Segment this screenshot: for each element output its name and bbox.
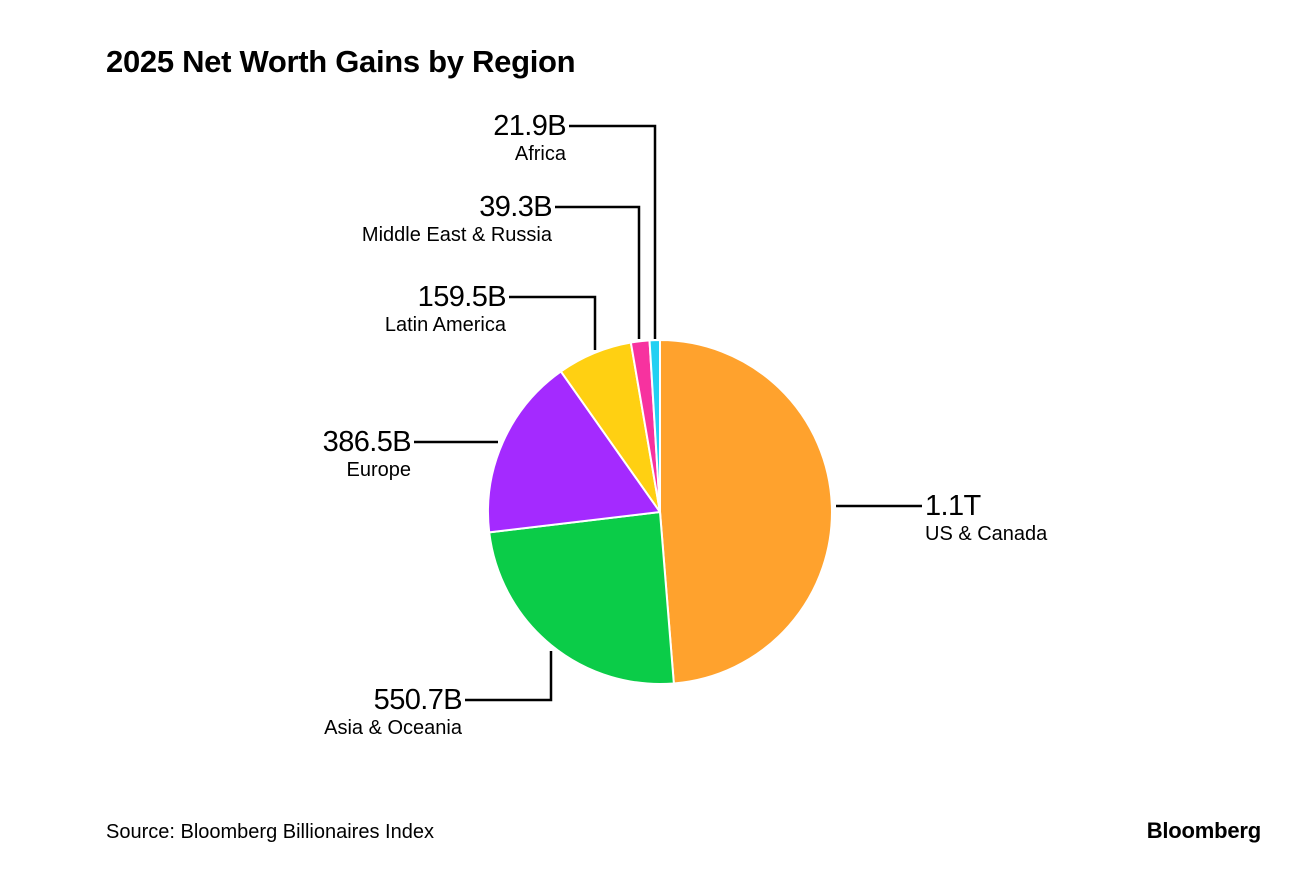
value-label-asia-and-oceania: 550.7B	[374, 684, 462, 716]
category-label-latin-america: Latin America	[385, 314, 507, 336]
category-label-asia-and-oceania: Asia & Oceania	[324, 717, 463, 739]
value-label-middle-east-and-russia: 39.3B	[479, 191, 552, 223]
pie-slices	[487, 339, 833, 685]
leader-line-africa	[569, 124, 657, 339]
value-label-africa: 21.9B	[493, 110, 566, 142]
leader-line-latin-america	[509, 295, 597, 350]
value-label-us-and-canada: 1.1T	[925, 490, 982, 522]
value-label-europe: 386.5B	[323, 426, 411, 458]
value-label-latin-america: 159.5B	[418, 281, 506, 313]
slice-europe	[487, 370, 661, 534]
category-label-europe: Europe	[347, 459, 412, 481]
category-label-africa: Africa	[515, 143, 567, 165]
category-label-us-and-canada: US & Canada	[925, 523, 1048, 545]
slice-africa	[648, 339, 661, 513]
source-note: Source: Bloomberg Billionaires Index	[106, 821, 434, 843]
category-label-middle-east-and-russia: Middle East & Russia	[362, 224, 553, 246]
chart-title: 2025 Net Worth Gains by Region	[106, 44, 576, 79]
leader-lines	[414, 124, 922, 702]
slice-asia-and-oceania	[488, 511, 675, 685]
leader-line-asia-and-oceania	[465, 651, 553, 702]
slice-us-and-canada	[659, 339, 833, 685]
bloomberg-logo: Bloomberg	[1146, 818, 1262, 843]
leader-line-middle-east-and-russia	[555, 205, 641, 339]
